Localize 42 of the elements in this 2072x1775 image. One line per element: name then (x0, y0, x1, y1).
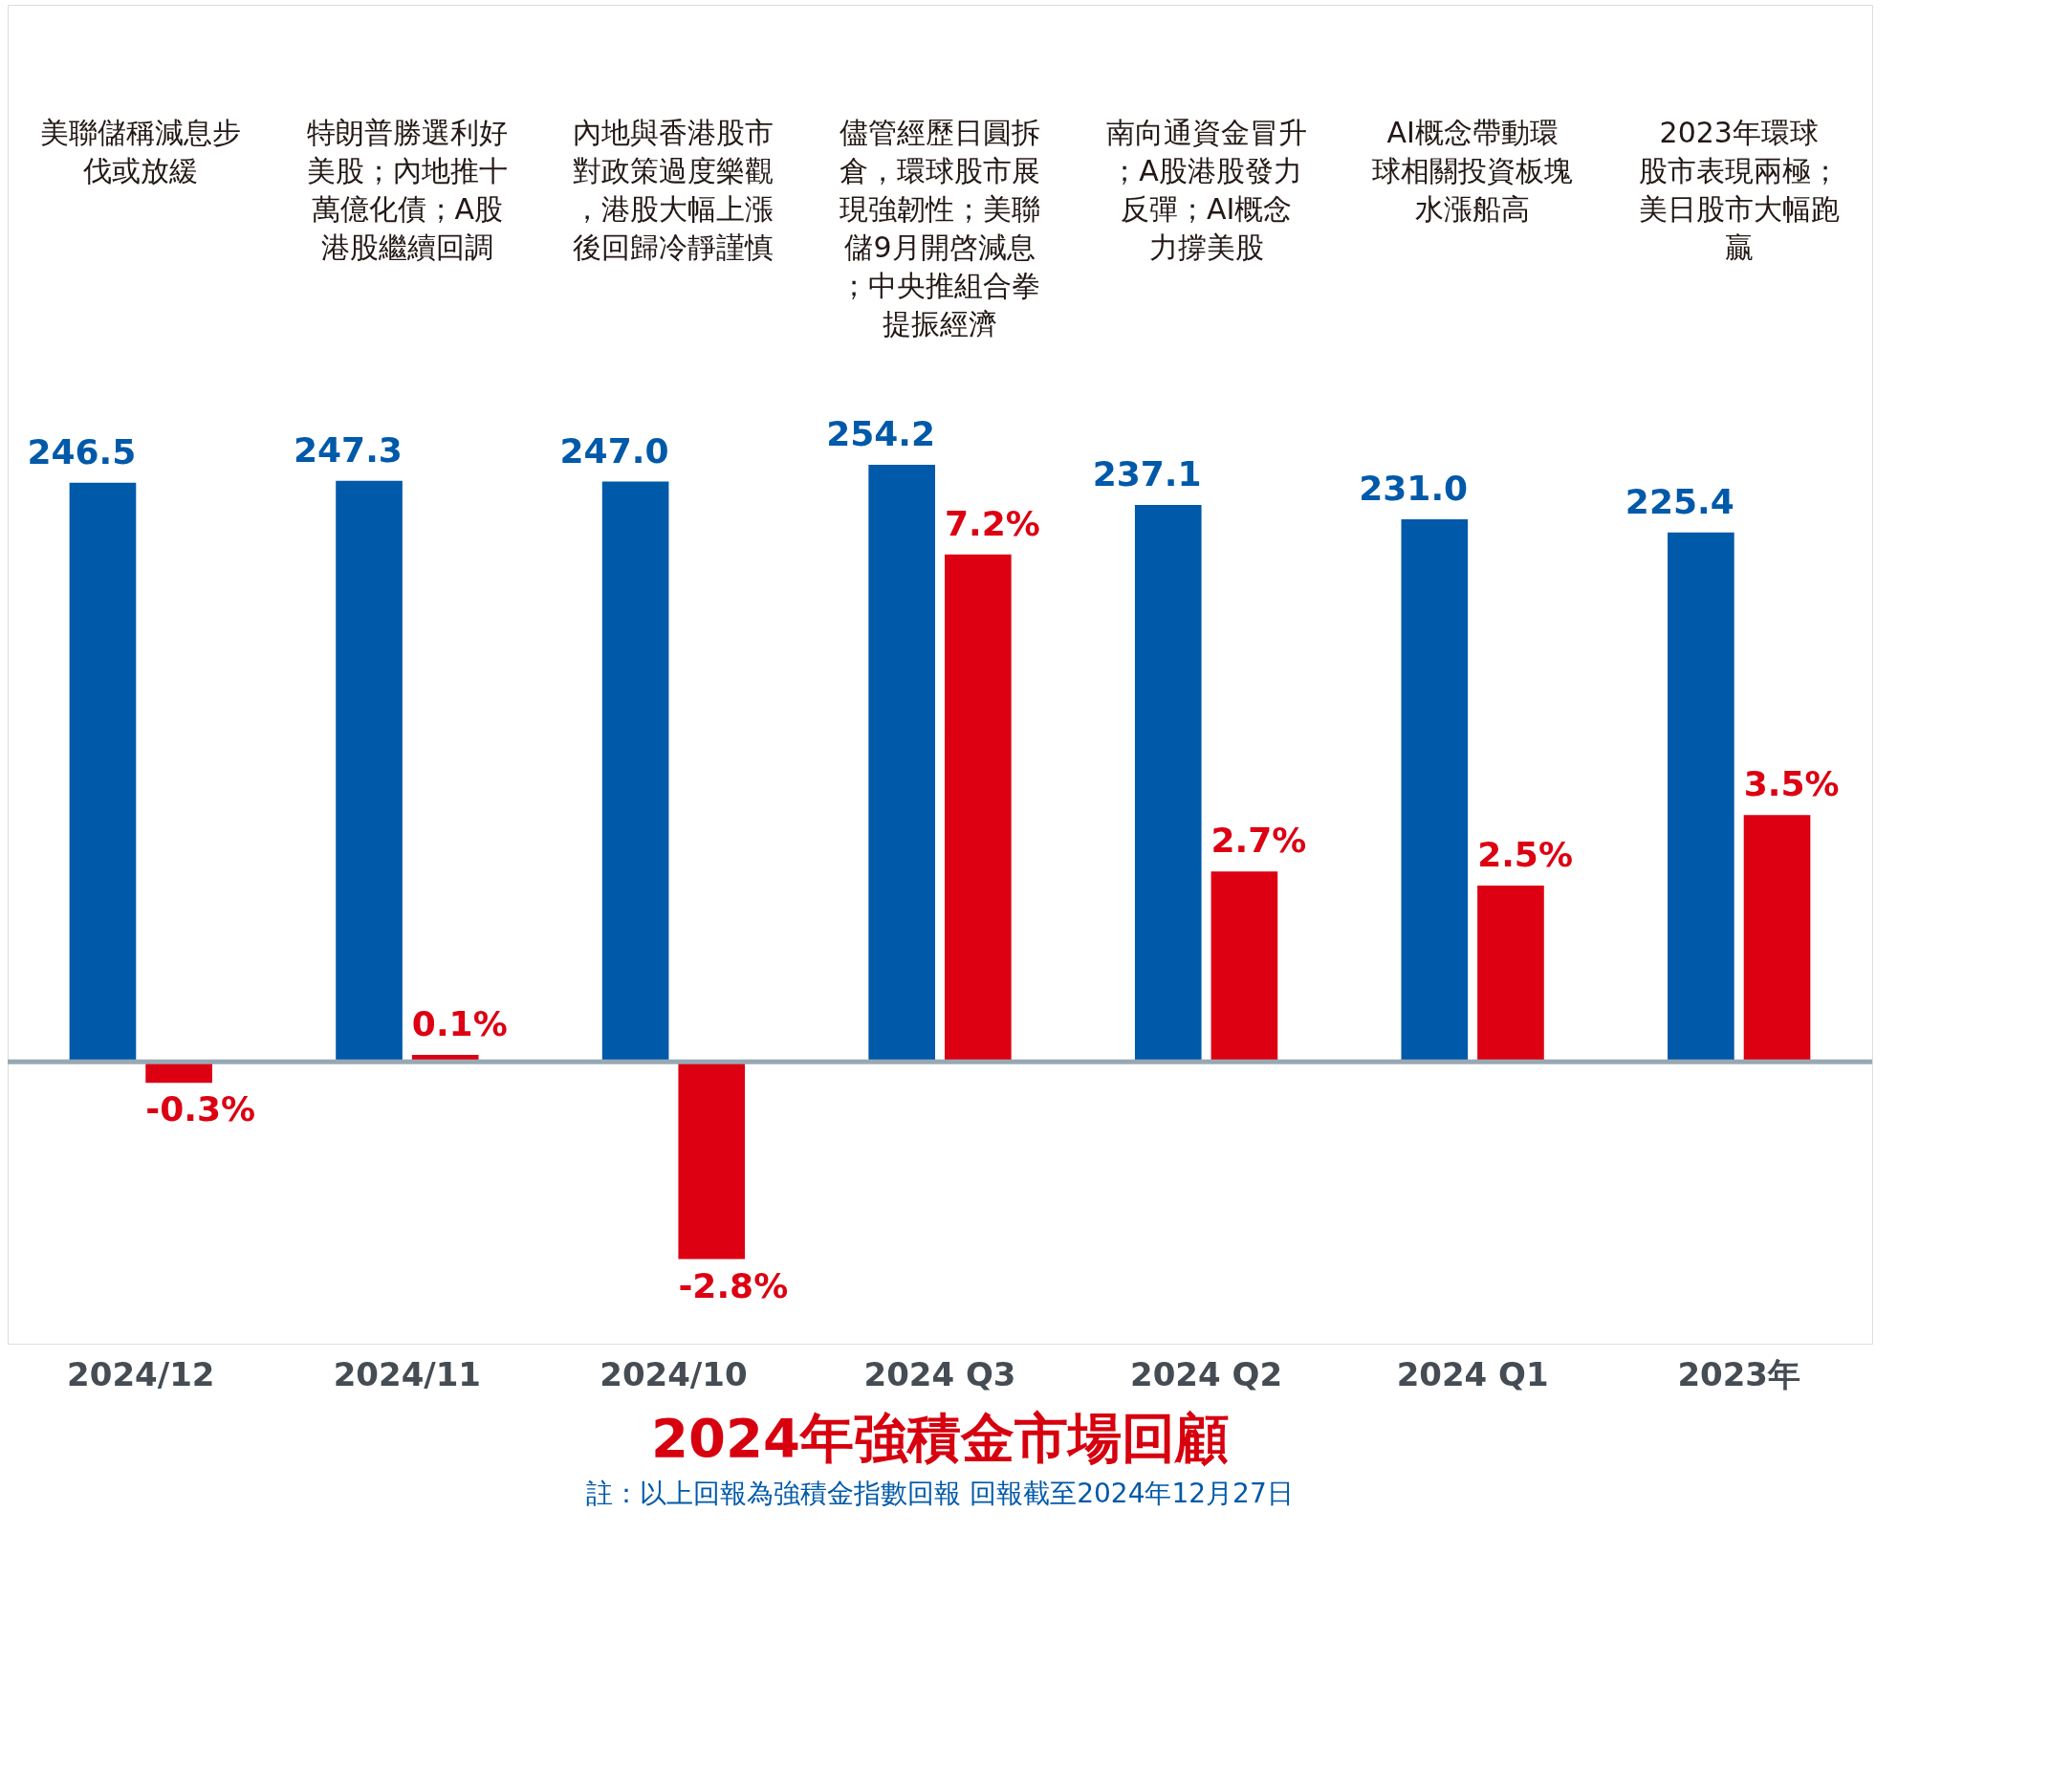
data-label: 0.1% (411, 1003, 508, 1043)
annotation: 特朗普勝選利好美股；內地推十萬億化債；A股港股繼續回調 (306, 116, 508, 264)
data-label: 254.2 (826, 413, 935, 453)
bar (69, 482, 137, 1063)
annotation: 儘管經歷日圓拆倉，環球股市展現強韌性；美聯儲9月開啓減息；中央推組合拳提振經濟 (840, 116, 1040, 340)
annotation: 南向通資金冒升；A股港股發力反彈；AI概念力撐美股 (1105, 116, 1307, 264)
data-label: 7.2% (945, 503, 1040, 543)
text: 2024年強積金市場回顧 (651, 1407, 1229, 1469)
data-label: 2.7% (1210, 821, 1307, 861)
x-tick-label: 2023年 (1677, 1354, 1801, 1393)
bar (1668, 532, 1734, 1063)
data-label: 2.5% (1477, 835, 1573, 875)
x-tick-label: 2024/12 (67, 1354, 215, 1393)
bar (1477, 886, 1544, 1063)
bar (601, 481, 669, 1063)
x-tick-label: 2024/11 (333, 1354, 482, 1393)
x-tick-label: 2024 Q2 (1130, 1354, 1283, 1393)
data-label: 246.5 (27, 431, 137, 471)
data-label: 247.3 (293, 429, 403, 470)
annotation: 2023年環球股市表現兩極；美日股市大幅跑贏 (1638, 116, 1840, 264)
x-tick-label: 2024 Q1 (1396, 1354, 1549, 1393)
bar (1743, 815, 1811, 1063)
x-tick-label: 2024 Q3 (863, 1354, 1016, 1393)
data-label: 231.0 (1359, 468, 1469, 508)
bar (945, 554, 1012, 1063)
bar (678, 1062, 746, 1260)
data-label: 237.1 (1092, 453, 1202, 493)
bar (1401, 518, 1469, 1063)
bar (1134, 504, 1202, 1063)
data-label: -0.3% (145, 1089, 256, 1129)
text: 註：以上回報為強積金指數回報 回報截至2024年12月27日 (586, 1478, 1294, 1509)
bar (1210, 871, 1278, 1063)
data-label: 247.0 (559, 430, 669, 471)
bar (336, 480, 403, 1063)
annotation: 美聯儲稱減息步伐或放緩 (40, 116, 242, 187)
annotation: AI概念帶動環球相關投資板塊水漲船高 (1372, 116, 1574, 226)
data-label: -2.8% (678, 1265, 789, 1305)
data-label: 3.5% (1743, 764, 1840, 804)
annotation: 內地與香港股市對政策過度樂觀，港股大幅上漲後回歸冷靜謹慎 (573, 116, 774, 264)
bar (868, 464, 935, 1063)
data-label: 225.4 (1625, 481, 1734, 521)
x-tick-label: 2024/10 (600, 1354, 748, 1393)
